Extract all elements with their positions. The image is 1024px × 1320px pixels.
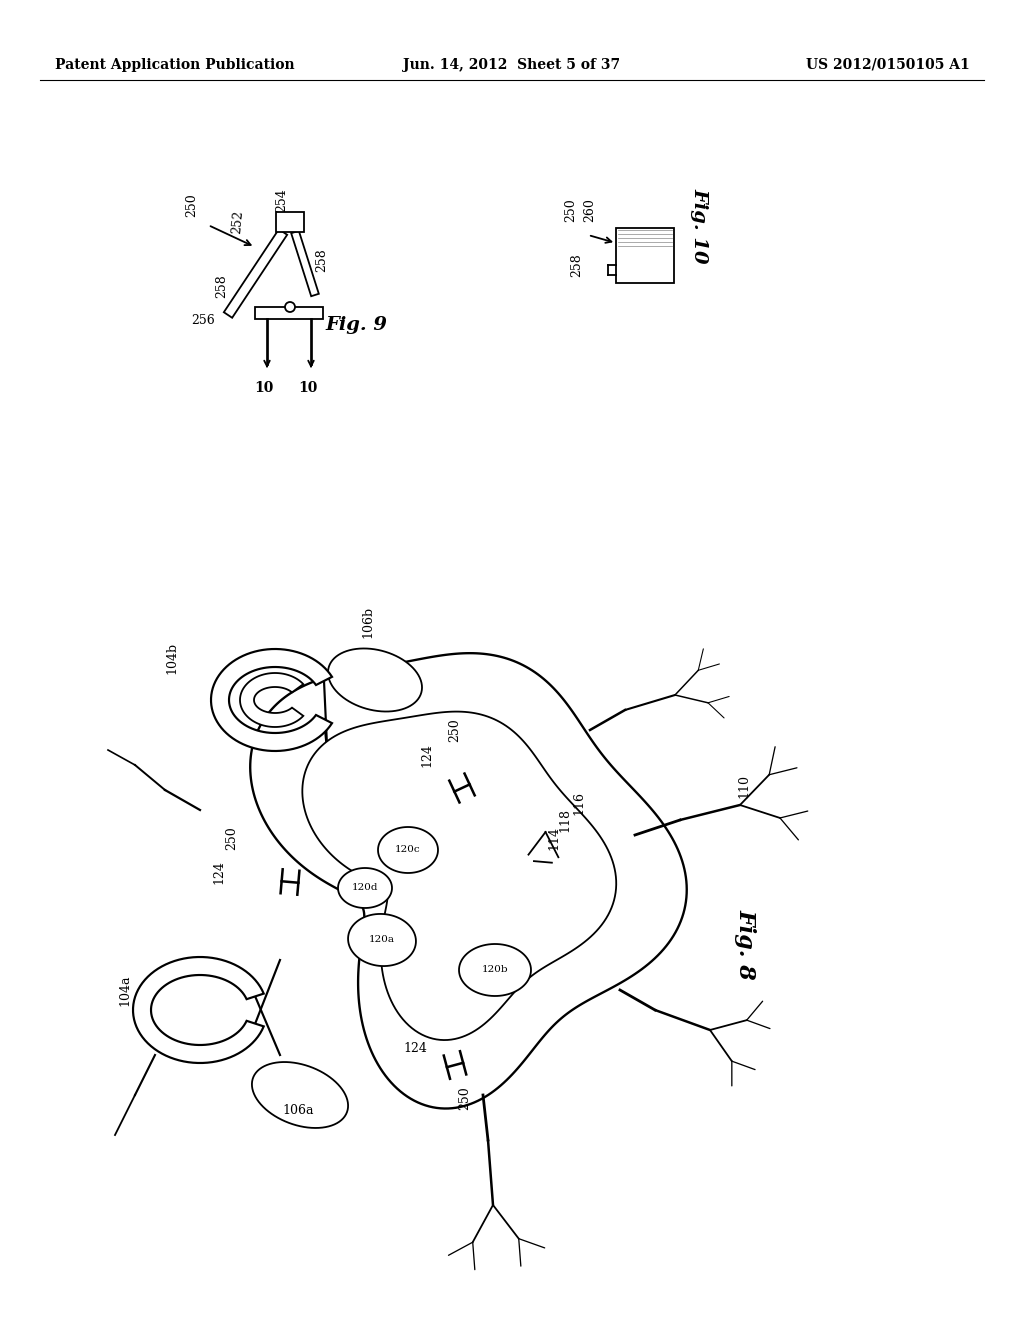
Text: 258: 258 — [215, 275, 228, 298]
Text: 110: 110 — [737, 774, 750, 799]
Text: 124: 124 — [212, 861, 225, 884]
Polygon shape — [459, 944, 531, 997]
Text: 250: 250 — [449, 718, 461, 742]
Text: 116: 116 — [572, 791, 585, 814]
Text: 124: 124 — [420, 743, 433, 767]
Text: 118: 118 — [558, 808, 571, 832]
Text: 124: 124 — [403, 1041, 427, 1055]
Text: 250: 250 — [564, 198, 577, 222]
Text: 250: 250 — [458, 1086, 471, 1110]
Text: 104b: 104b — [165, 642, 178, 675]
Bar — [276, 213, 304, 232]
Text: 114: 114 — [547, 826, 560, 850]
Polygon shape — [378, 828, 438, 873]
Text: 106b: 106b — [361, 606, 375, 638]
Bar — [255, 308, 323, 319]
Text: 120c: 120c — [395, 846, 421, 854]
Text: Fig. 10: Fig. 10 — [690, 189, 708, 264]
Text: 106a: 106a — [283, 1104, 313, 1117]
Polygon shape — [328, 648, 422, 711]
Polygon shape — [252, 1063, 348, 1129]
Text: 10: 10 — [254, 381, 273, 395]
Polygon shape — [133, 957, 264, 1063]
Text: 258: 258 — [315, 248, 328, 272]
Polygon shape — [302, 711, 616, 1040]
Text: 260: 260 — [583, 198, 596, 222]
Text: 250: 250 — [225, 826, 238, 850]
Circle shape — [285, 302, 295, 312]
Polygon shape — [291, 231, 318, 296]
Text: 250: 250 — [185, 193, 198, 216]
Text: 104a: 104a — [118, 974, 131, 1006]
Polygon shape — [240, 673, 303, 727]
Text: 252: 252 — [230, 210, 245, 235]
Bar — [616, 228, 674, 282]
Text: 258: 258 — [570, 253, 583, 277]
Text: Patent Application Publication: Patent Application Publication — [55, 58, 295, 73]
Text: 254: 254 — [275, 189, 288, 213]
Text: 120d: 120d — [352, 883, 378, 892]
Text: 120b: 120b — [481, 965, 508, 974]
Text: 120a: 120a — [369, 936, 395, 945]
Text: Jun. 14, 2012  Sheet 5 of 37: Jun. 14, 2012 Sheet 5 of 37 — [403, 58, 621, 73]
Polygon shape — [250, 653, 687, 1109]
Text: US 2012/0150105 A1: US 2012/0150105 A1 — [806, 58, 970, 73]
Polygon shape — [224, 230, 287, 318]
Polygon shape — [338, 869, 392, 908]
Polygon shape — [211, 649, 332, 751]
Text: Fig. 8: Fig. 8 — [735, 909, 757, 979]
Text: Fig. 9: Fig. 9 — [325, 315, 387, 334]
Text: 256: 256 — [191, 314, 215, 326]
Text: 10: 10 — [298, 381, 317, 395]
Polygon shape — [348, 913, 416, 966]
